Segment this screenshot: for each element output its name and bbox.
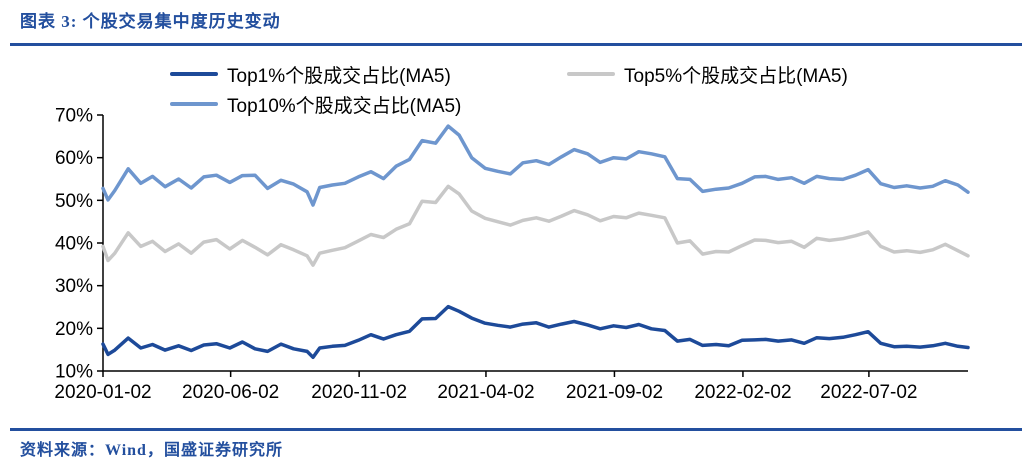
x-tick-label: 2020-01-02	[54, 382, 151, 403]
x-tick-label: 2022-02-02	[694, 382, 791, 403]
legend-label-top10: Top10%个股成交占比(MA5)	[227, 95, 462, 117]
axis	[102, 115, 968, 372]
x-tick-label: 2021-04-02	[437, 382, 534, 403]
series-line-1	[101, 184, 970, 267]
legend-label-top1: Top1%个股成交占比(MA5)	[227, 65, 451, 87]
series-line-0	[101, 304, 970, 360]
y-tick-label: 60%	[55, 148, 93, 169]
bottom-divider	[10, 428, 1022, 431]
y-tick-label: 30%	[55, 276, 93, 297]
legend-label-top5: Top5%个股成交占比(MA5)	[624, 65, 848, 87]
legend-item-top10: Top10%个股成交占比(MA5)	[170, 92, 462, 117]
top-divider	[10, 43, 1022, 46]
legend-line-swatch-top1	[170, 72, 218, 76]
legend-line-swatch-top10	[170, 102, 218, 106]
series-line-2	[101, 124, 970, 207]
y-tick-label: 10%	[55, 362, 93, 383]
y-tick-label: 50%	[55, 191, 93, 212]
x-tick-label: 2021-09-02	[566, 382, 663, 403]
legend-item-top5: Top5%个股成交占比(MA5)	[567, 62, 848, 87]
y-tick-label: 70%	[55, 106, 93, 127]
x-tick-label: 2020-06-02	[182, 382, 279, 403]
figure-title: 图表 3: 个股交易集中度历史变动	[20, 12, 281, 31]
legend-item-top1: Top1%个股成交占比(MA5)	[170, 62, 451, 87]
x-tick-label: 2020-11-02	[311, 382, 407, 403]
x-tick-label: 2022-07-02	[820, 382, 917, 403]
legend-line-swatch-top5	[567, 72, 615, 76]
source-note: 资料来源：Wind，国盛证券研究所	[20, 442, 283, 459]
concentration-line-chart: 10% 20% 30% 40% 50% 60% 70% 2020-01-02 2020-06-0…	[54, 106, 970, 403]
y-tick-label: 20%	[55, 319, 93, 340]
y-tick-label: 40%	[55, 234, 93, 255]
